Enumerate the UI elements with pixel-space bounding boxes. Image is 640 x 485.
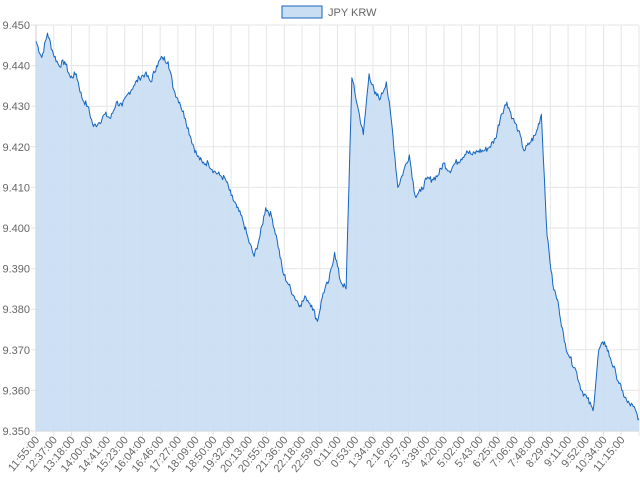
y-tick-label: 9.360 (2, 385, 30, 397)
y-tick-label: 9.370 (2, 345, 30, 357)
series-line (35, 32, 640, 421)
series-area-fill (36, 33, 639, 432)
y-axis: 9.350 9.360 9.370 9.380 9.390 9.400 9.410 9.420… (2, 20, 30, 438)
y-tick-label: 9.450 (2, 20, 30, 32)
y-tick-label: 9.420 (2, 142, 30, 154)
y-tick-label: 9.440 (2, 61, 30, 73)
y-tick-label: 9.400 (2, 223, 30, 235)
plot-area (35, 32, 640, 432)
y-tick-label: 9.350 (2, 426, 30, 438)
y-tick-label: 9.380 (2, 304, 30, 316)
y-tick-label: 9.390 (2, 264, 30, 276)
y-tick-label: 9.410 (2, 182, 30, 194)
y-tick-label: 9.430 (2, 101, 30, 113)
legend-swatch (281, 5, 323, 19)
x-axis: 11:55:0012:37:0013:18:0014:00:0014:41:00… (6, 434, 627, 475)
legend-label: JPY KRW (328, 7, 377, 19)
legend[interactable]: JPY KRW (281, 5, 377, 19)
